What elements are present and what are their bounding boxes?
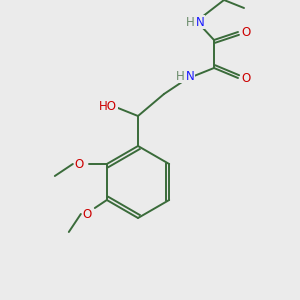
Text: HO: HO: [99, 100, 117, 112]
Text: O: O: [242, 71, 250, 85]
Text: O: O: [242, 26, 250, 38]
Text: O: O: [82, 208, 92, 220]
Text: N: N: [186, 70, 194, 83]
Text: O: O: [74, 158, 83, 170]
Text: N: N: [196, 16, 204, 28]
Text: H: H: [186, 16, 194, 28]
Text: H: H: [176, 70, 184, 83]
